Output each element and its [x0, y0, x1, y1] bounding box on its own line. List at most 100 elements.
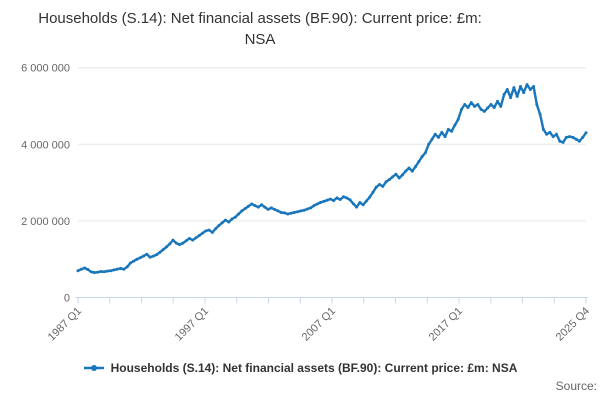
data-point-marker[interactable]: [404, 169, 408, 173]
data-point-marker[interactable]: [489, 103, 493, 106]
data-point-marker[interactable]: [423, 151, 427, 155]
data-point-marker[interactable]: [174, 241, 178, 245]
data-point-marker[interactable]: [142, 254, 145, 258]
data-point-marker[interactable]: [191, 238, 195, 242]
data-point-marker[interactable]: [145, 252, 149, 256]
data-point-marker[interactable]: [551, 135, 555, 139]
data-point-marker[interactable]: [92, 271, 96, 275]
data-point-marker[interactable]: [535, 103, 539, 106]
data-point-marker[interactable]: [564, 135, 568, 139]
data-point-marker[interactable]: [309, 206, 313, 210]
data-point-marker[interactable]: [482, 109, 486, 113]
data-point-marker[interactable]: [460, 107, 463, 111]
data-point-marker[interactable]: [109, 269, 113, 273]
data-point-marker[interactable]: [187, 237, 191, 240]
data-point-marker[interactable]: [210, 230, 214, 234]
data-point-marker[interactable]: [256, 205, 260, 209]
data-point-marker[interactable]: [201, 231, 204, 235]
data-point-marker[interactable]: [407, 166, 411, 170]
data-point-marker[interactable]: [577, 139, 581, 143]
data-point-marker[interactable]: [361, 203, 365, 207]
data-point-marker[interactable]: [322, 199, 326, 203]
data-point-marker[interactable]: [102, 270, 106, 274]
data-point-marker[interactable]: [279, 211, 283, 214]
data-point-marker[interactable]: [397, 176, 401, 180]
data-point-marker[interactable]: [171, 238, 175, 242]
data-point-marker[interactable]: [437, 135, 440, 139]
data-point-marker[interactable]: [332, 199, 336, 203]
data-point-marker[interactable]: [128, 261, 132, 265]
data-point-marker[interactable]: [558, 139, 562, 143]
data-point-marker[interactable]: [446, 127, 450, 131]
data-point-marker[interactable]: [328, 197, 332, 201]
data-point-marker[interactable]: [519, 85, 522, 88]
data-point-marker[interactable]: [555, 132, 558, 136]
data-point-marker[interactable]: [581, 135, 585, 139]
data-point-marker[interactable]: [217, 224, 221, 227]
data-point-marker[interactable]: [263, 205, 267, 209]
data-point-marker[interactable]: [181, 241, 185, 245]
data-point-marker[interactable]: [138, 256, 142, 260]
data-point-marker[interactable]: [158, 250, 162, 254]
data-point-marker[interactable]: [194, 236, 198, 240]
data-point-marker[interactable]: [246, 204, 250, 208]
data-point-marker[interactable]: [230, 217, 234, 221]
data-point-marker[interactable]: [525, 83, 529, 87]
data-point-marker[interactable]: [276, 209, 280, 213]
data-point-marker[interactable]: [319, 201, 322, 204]
data-point-marker[interactable]: [358, 201, 362, 204]
data-point-marker[interactable]: [391, 175, 395, 179]
legend-item[interactable]: Households (S.14): Net financial assets …: [0, 361, 600, 375]
data-point-marker[interactable]: [161, 248, 165, 252]
data-point-marker[interactable]: [371, 190, 375, 194]
data-point-marker[interactable]: [165, 245, 168, 249]
data-point-marker[interactable]: [440, 130, 444, 134]
data-point-marker[interactable]: [387, 178, 391, 181]
data-point-marker[interactable]: [574, 137, 578, 141]
data-point-marker[interactable]: [453, 123, 457, 127]
data-point-marker[interactable]: [528, 88, 532, 91]
data-point-marker[interactable]: [443, 135, 447, 139]
data-point-marker[interactable]: [522, 91, 526, 95]
data-point-marker[interactable]: [197, 234, 201, 237]
data-point-marker[interactable]: [253, 204, 257, 208]
data-point-marker[interactable]: [338, 198, 342, 201]
data-point-marker[interactable]: [571, 135, 575, 139]
data-point-marker[interactable]: [312, 204, 316, 208]
data-point-marker[interactable]: [233, 215, 237, 219]
data-point-marker[interactable]: [286, 212, 290, 216]
data-point-marker[interactable]: [456, 117, 460, 121]
data-point-marker[interactable]: [384, 180, 388, 184]
data-point-marker[interactable]: [364, 199, 368, 203]
data-point-marker[interactable]: [417, 160, 421, 163]
data-point-marker[interactable]: [240, 209, 244, 213]
data-point-marker[interactable]: [509, 96, 513, 100]
data-point-marker[interactable]: [410, 169, 414, 173]
data-point-marker[interactable]: [545, 132, 549, 136]
data-point-marker[interactable]: [315, 202, 319, 206]
data-point-marker[interactable]: [119, 266, 123, 270]
data-point-marker[interactable]: [243, 207, 247, 211]
data-point-marker[interactable]: [204, 229, 208, 233]
data-point-marker[interactable]: [302, 208, 306, 212]
data-point-marker[interactable]: [155, 253, 159, 257]
data-point-marker[interactable]: [342, 195, 345, 199]
data-point-marker[interactable]: [479, 107, 483, 111]
data-point-marker[interactable]: [351, 202, 355, 206]
data-point-marker[interactable]: [122, 267, 126, 271]
data-point-marker[interactable]: [335, 196, 339, 200]
data-point-marker[interactable]: [151, 254, 155, 258]
data-point-marker[interactable]: [502, 93, 506, 96]
data-point-marker[interactable]: [299, 209, 303, 213]
data-point-marker[interactable]: [345, 196, 349, 200]
data-point-marker[interactable]: [237, 212, 241, 216]
data-point-marker[interactable]: [401, 173, 404, 177]
data-point-marker[interactable]: [378, 183, 381, 186]
data-point-marker[interactable]: [548, 130, 552, 134]
data-point-marker[interactable]: [492, 106, 496, 109]
data-point-marker[interactable]: [207, 228, 211, 232]
data-point-marker[interactable]: [476, 103, 480, 106]
data-point-marker[interactable]: [512, 86, 516, 90]
data-point-marker[interactable]: [296, 210, 300, 214]
data-point-marker[interactable]: [83, 266, 87, 270]
